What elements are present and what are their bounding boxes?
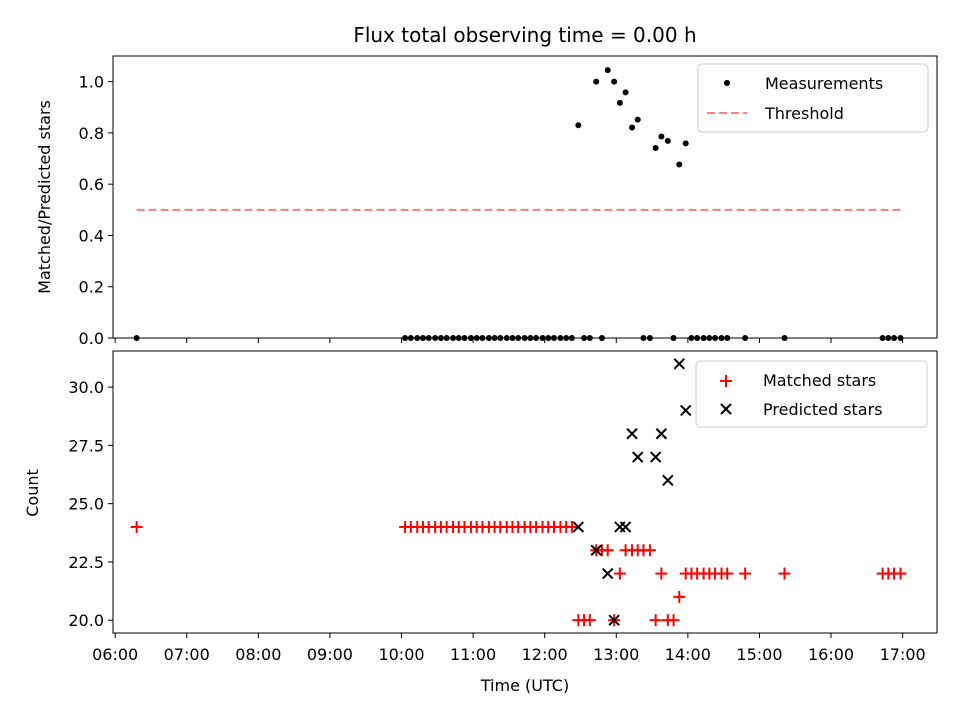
measurements-point — [629, 124, 636, 131]
matched-stars-point — [649, 614, 662, 627]
matched-stars-point — [601, 544, 614, 557]
bottom-legend-box — [695, 360, 928, 428]
matched-stars-point — [613, 567, 626, 580]
bottom-x-ticks: 06:00 07:00 08:00 09:00 10:00 11:00 12:00 13:00… — [92, 633, 926, 664]
measurements-point — [611, 78, 618, 85]
top-y-tick-label: 0.4 — [79, 226, 104, 245]
matched-stars-point — [643, 544, 656, 557]
bottom-x-tick-label: 14:00 — [665, 645, 711, 664]
bottom-x-tick-label: 12:00 — [522, 645, 568, 664]
matched-stars-point — [673, 590, 686, 603]
bottom-y-tick-label: 27.5 — [68, 436, 104, 455]
predicted-stars-point — [673, 358, 685, 370]
top-y-axis-label: Matched/Predicted stars — [35, 100, 54, 294]
measurements-point — [604, 67, 611, 74]
top-y-tick-label: 0.2 — [79, 278, 104, 297]
top-chart-title: Flux total observing time = 0.00 h — [353, 23, 696, 47]
bottom-y-ticks: 20.0 22.5 25.0 27.5 30.0 — [68, 378, 113, 630]
bottom-y-tick-label: 22.5 — [68, 553, 104, 572]
legend-threshold-label: Threshold — [764, 104, 844, 123]
bottom-x-axis-label: Time (UTC) — [480, 676, 569, 695]
measurements-point — [634, 116, 641, 123]
measurements-point — [652, 145, 659, 152]
top-panel: Flux total observing time = 0.00 h Match… — [35, 23, 938, 348]
bottom-x-tick-label: 13:00 — [593, 645, 639, 664]
bottom-y-tick-label: 25.0 — [68, 495, 104, 514]
bottom-y-tick-label: 20.0 — [68, 611, 104, 630]
measurements-point — [575, 122, 582, 129]
bottom-legend: Matched stars Predicted stars — [695, 360, 928, 428]
top-y-tick-label: 0.8 — [79, 124, 104, 143]
matched-stars-point — [721, 567, 734, 580]
predicted-stars-point — [680, 404, 692, 417]
bottom-x-tick-label: 16:00 — [808, 645, 854, 664]
top-y-tick-label: 0.0 — [79, 329, 104, 348]
bottom-x-tick-label: 17:00 — [880, 645, 926, 664]
predicted-stars-point — [626, 428, 638, 440]
measurements-point — [682, 140, 689, 147]
measurements-point — [593, 78, 600, 85]
legend-measurements-marker — [724, 80, 730, 86]
predicted-stars-point — [649, 451, 662, 463]
predicted-stars-point — [608, 614, 620, 626]
legend-measurements-label: Measurements — [765, 74, 883, 93]
legend-predicted-marker — [720, 403, 732, 415]
matched-stars-point — [130, 520, 143, 533]
predicted-stars-point — [662, 474, 674, 487]
measurements-point — [664, 137, 671, 144]
bottom-x-tick-label: 15:00 — [736, 645, 782, 664]
bottom-y-axis-label: Count — [23, 469, 42, 517]
bottom-x-tick-label: 10:00 — [378, 645, 424, 664]
top-x-ticks — [114, 338, 904, 343]
measurements-point — [658, 133, 665, 140]
bottom-panel: Count Time (UTC) 20.0 22.5 25.0 27.5 30.0 06… — [23, 350, 938, 695]
bottom-plot-area — [130, 358, 907, 627]
matched-stars-point — [655, 567, 668, 580]
bottom-y-tick-label: 30.0 — [68, 378, 104, 397]
matched-stars-point — [894, 567, 907, 580]
legend-matched-label: Matched stars — [763, 371, 876, 390]
predicted-stars-point — [590, 544, 602, 556]
legend-matched-marker — [720, 375, 732, 387]
bottom-x-tick-label: 08:00 — [235, 645, 281, 664]
matched-stars-point — [583, 614, 596, 627]
bottom-x-tick-label: 07:00 — [164, 645, 210, 664]
bottom-x-tick-label: 06:00 — [92, 645, 138, 664]
top-legend: Measurements Threshold — [697, 63, 929, 133]
bottom-x-tick-label: 09:00 — [307, 645, 353, 664]
matched-stars-point — [778, 567, 791, 580]
top-y-ticks: 0.0 0.2 0.4 0.6 0.8 1.0 — [79, 73, 113, 348]
matched-stars-point — [667, 614, 680, 627]
top-y-tick-label: 0.6 — [79, 175, 104, 194]
predicted-stars-point — [632, 451, 644, 463]
top-legend-box — [697, 63, 929, 133]
bottom-x-tick-label: 11:00 — [450, 645, 496, 664]
matched-stars-point — [739, 567, 752, 580]
matched-stars-point — [565, 520, 578, 533]
legend-predicted-label: Predicted stars — [763, 400, 883, 419]
measurements-point — [622, 89, 629, 96]
measurements-point — [616, 99, 623, 106]
predicted-stars-point — [572, 521, 585, 533]
predicted-stars-point — [601, 567, 614, 580]
top-y-tick-label: 1.0 — [79, 73, 104, 92]
predicted-stars-point — [655, 428, 668, 440]
top-axes-frame — [112, 55, 938, 339]
bottom-axes-frame — [112, 350, 938, 634]
predicted-stars-point — [619, 521, 632, 533]
measurements-point — [676, 161, 683, 168]
